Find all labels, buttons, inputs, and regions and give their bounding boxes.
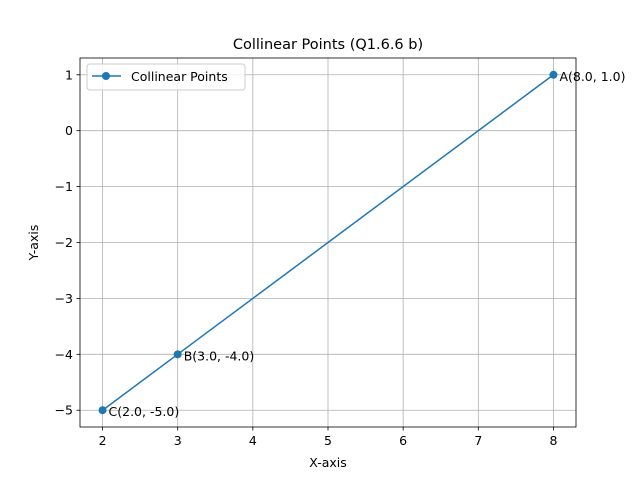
point-annotation: C(2.0, -5.0) xyxy=(109,404,180,419)
y-tick-label: −4 xyxy=(55,347,73,362)
data-point-marker xyxy=(549,70,558,79)
x-tick-label: 6 xyxy=(399,433,407,448)
y-axis-label: Y-axis xyxy=(26,225,41,262)
x-tick-label: 2 xyxy=(99,433,107,448)
point-annotation: A(8.0, 1.0) xyxy=(559,69,625,84)
x-axis-ticks: 2 3 4 5 6 7 8 xyxy=(99,427,557,448)
x-tick-label: 8 xyxy=(549,433,557,448)
x-tick-label: 5 xyxy=(324,433,332,448)
point-annotation: B(3.0, -4.0) xyxy=(184,348,255,363)
y-tick-label: 1 xyxy=(65,67,73,82)
x-tick-label: 4 xyxy=(249,433,257,448)
y-tick-label: 0 xyxy=(65,123,73,138)
y-tick-label: −5 xyxy=(55,403,73,418)
x-axis-label: X-axis xyxy=(309,455,347,470)
y-tick-label: −2 xyxy=(55,235,73,250)
y-axis-ticks: 1 0 −1 −2 −3 −4 −5 xyxy=(55,67,80,418)
data-point-marker xyxy=(173,350,182,359)
legend: Collinear Points xyxy=(86,63,246,91)
legend-box xyxy=(86,63,246,91)
legend-marker-swatch xyxy=(102,72,110,80)
data-point-marker xyxy=(98,406,107,415)
y-tick-label: −1 xyxy=(55,179,73,194)
legend-entry-label: Collinear Points xyxy=(131,69,228,84)
x-tick-label: 3 xyxy=(174,433,182,448)
y-tick-label: −3 xyxy=(55,291,73,306)
chart-title: Collinear Points (Q1.6.6 b) xyxy=(233,37,423,53)
series-layer xyxy=(98,70,558,415)
x-tick-label: 7 xyxy=(474,433,482,448)
